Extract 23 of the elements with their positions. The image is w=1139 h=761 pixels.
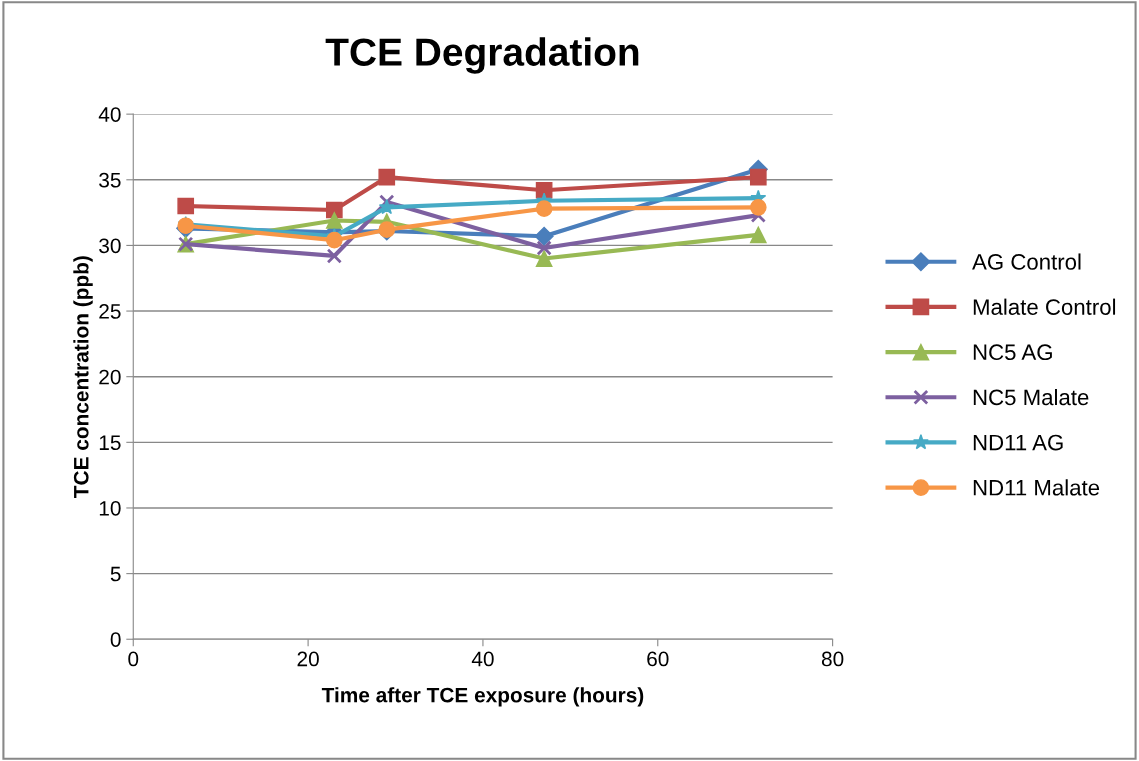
y-tick-label: 40 bbox=[98, 107, 121, 122]
x-tick-label: 40 bbox=[471, 651, 494, 667]
y-tick-label: 0 bbox=[110, 632, 121, 647]
y-tick-label: 25 bbox=[99, 304, 121, 319]
x-tick-label: 20 bbox=[297, 651, 319, 667]
x-tick-label: 60 bbox=[647, 651, 669, 667]
legend-label: ND11 Malate bbox=[973, 479, 1100, 496]
x-axis-title: Time after TCE exposure (hours) bbox=[321, 687, 644, 707]
y-tick-label: 15 bbox=[99, 435, 121, 451]
y-tick-label: 5 bbox=[110, 566, 121, 582]
y-tick-label: 30 bbox=[99, 238, 121, 254]
y-tick-label: 10 bbox=[99, 500, 121, 516]
y-tick-label: 20 bbox=[99, 369, 121, 385]
legend-label: Malate Control bbox=[973, 298, 1116, 315]
x-tick-label: 80 bbox=[821, 651, 844, 667]
y-axis-title: TCE concentration (ppb) bbox=[73, 256, 93, 498]
legend-label: NC5 AG bbox=[973, 344, 1052, 361]
legend-label: ND11 AG bbox=[973, 434, 1063, 451]
y-tick-label: 35 bbox=[99, 172, 121, 188]
legend-label: AG Control bbox=[972, 253, 1081, 270]
x-tick-label: 0 bbox=[128, 651, 139, 667]
legend-label: NC5 Malate bbox=[973, 388, 1089, 406]
chart-title: TCE Degradation bbox=[325, 37, 639, 74]
